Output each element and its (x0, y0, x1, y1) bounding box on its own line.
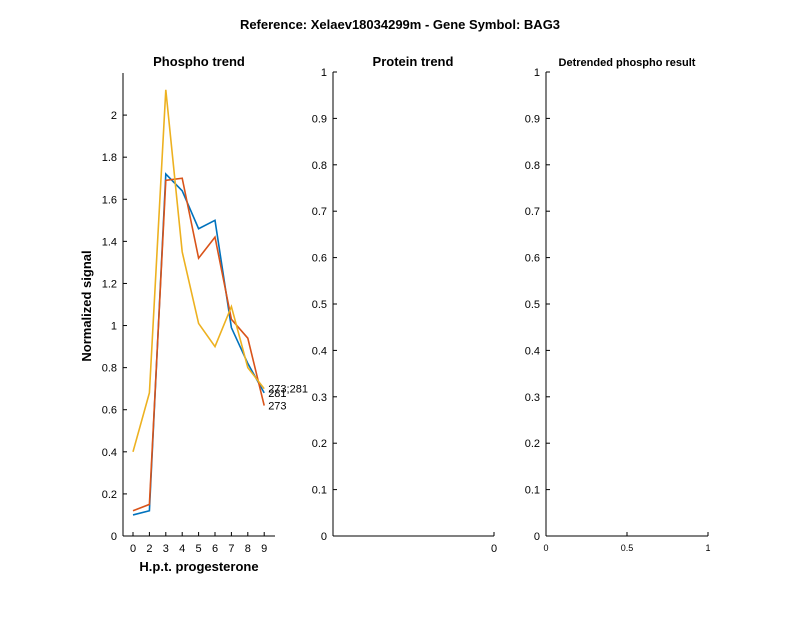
protein-xtick-label: 0 (491, 543, 497, 555)
protein-ytick-label: 0 (321, 531, 327, 543)
protein-ytick-label: 0.2 (312, 438, 327, 450)
detrended-ytick-label: 0.9 (525, 113, 540, 125)
protein-ytick-label: 0.9 (312, 113, 327, 125)
phospho-ytick-label: 1 (111, 321, 117, 333)
phospho-xtick-label: 3 (163, 543, 169, 555)
phospho-ytick-label: 0 (111, 531, 117, 543)
phospho-ytick-label: 1.2 (102, 278, 117, 290)
protein-ytick-label: 0.4 (312, 345, 327, 357)
phospho-ytick-label: 0.8 (102, 363, 117, 375)
phospho-ytick-label: 1.8 (102, 152, 117, 164)
detrended-ytick-label: 0 (534, 531, 540, 543)
phospho-ytick-label: 1.4 (102, 236, 117, 248)
protein-y-ticks: 0 0.1 0.2 0.3 0.4 0.5 0.6 0.7 0.8 0.9 1 (312, 67, 337, 543)
detrended-xtick-label: 0.5 (621, 543, 634, 553)
series-line-273-281 (132, 89, 265, 453)
detrended-ytick-label: 0.1 (525, 485, 540, 497)
protein-trend-chart: Protein trend 00.10.20.30.40.50.60.70.80… (312, 54, 497, 555)
detrended-chart-title: Detrended phospho result (559, 57, 696, 69)
detrended-ytick-label: 0.8 (525, 160, 540, 172)
protein-x-ticks: 0 (491, 532, 497, 555)
phospho-xtick-label: 8 (245, 543, 251, 555)
phospho-xtick-label: 6 (212, 543, 218, 555)
phospho-chart-title: Phospho trend (153, 54, 245, 69)
detrended-ytick-label: 0.7 (525, 206, 540, 218)
phospho-ytick-label: 1.6 (102, 194, 117, 206)
detrended-ytick-label: 0.5 (525, 299, 540, 311)
phospho-series-lines (132, 89, 265, 516)
phospho-ytick-label: 0.4 (102, 447, 117, 459)
series-end-label: 281 (268, 388, 286, 400)
detrended-phospho-chart: Detrended phospho result 0 0.1 0.2 0.3 0.4 0.… (525, 57, 711, 553)
phospho-x-axis-label: H.p.t. progesterone (139, 559, 258, 574)
detrended-ytick-label: 0.4 (525, 345, 540, 357)
protein-ytick-label: 0.6 (312, 253, 327, 265)
detrended-ytick-label: 0.2 (525, 438, 540, 450)
series-line-273 (132, 177, 265, 512)
protein-ytick-label: 0.5 (312, 299, 327, 311)
protein-ytick-label: 0.8 (312, 160, 327, 172)
phospho-xtick-label: 2 (146, 543, 152, 555)
detrended-y-ticks: 0 0.1 0.2 0.3 0.4 0.5 0.6 0.7 0.8 0.9 1 (525, 67, 550, 543)
phospho-xtick-label: 7 (228, 543, 234, 555)
phospho-xtick-label: 4 (179, 543, 185, 555)
protein-ytick-label: 1 (321, 67, 327, 79)
series-end-label: 273 (268, 401, 286, 413)
phospho-xtick-label: 9 (261, 543, 267, 555)
protein-chart-title: Protein trend (373, 54, 454, 69)
detrended-x-ticks: 0 0.5 1 (543, 532, 711, 553)
series-end-label: 273;281 (268, 384, 308, 396)
detrended-xtick-label: 1 (705, 543, 710, 553)
protein-ytick-label: 0.1 (312, 485, 327, 497)
phospho-y-axis-label: Normalized signal (79, 250, 94, 361)
detrended-xtick-label: 0 (543, 543, 548, 553)
phospho-xtick-label: 0 (130, 543, 136, 555)
phospho-ytick-label: 0.6 (102, 405, 117, 417)
protein-ytick-label: 0.7 (312, 206, 327, 218)
detrended-ytick-label: 0.3 (525, 392, 540, 404)
phospho-ytick-label: 0.2 (102, 489, 117, 501)
protein-ytick-label: 0.3 (312, 392, 327, 404)
phospho-xtick-label: 5 (196, 543, 202, 555)
phospho-y-ticks: 0 0.2 0.4 0.6 0.8 1 1.2 1.4 1.6 1.8 2 (102, 110, 127, 543)
phospho-trend-chart: Phospho trend Normalized signal H.p.t. p… (79, 54, 308, 574)
detrended-ytick-label: 0.6 (525, 253, 540, 265)
phospho-ytick-label: 2 (111, 110, 117, 122)
figure-title: Reference: Xelaev18034299m - Gene Symbol… (240, 17, 560, 32)
detrended-ytick-label: 1 (534, 67, 540, 79)
